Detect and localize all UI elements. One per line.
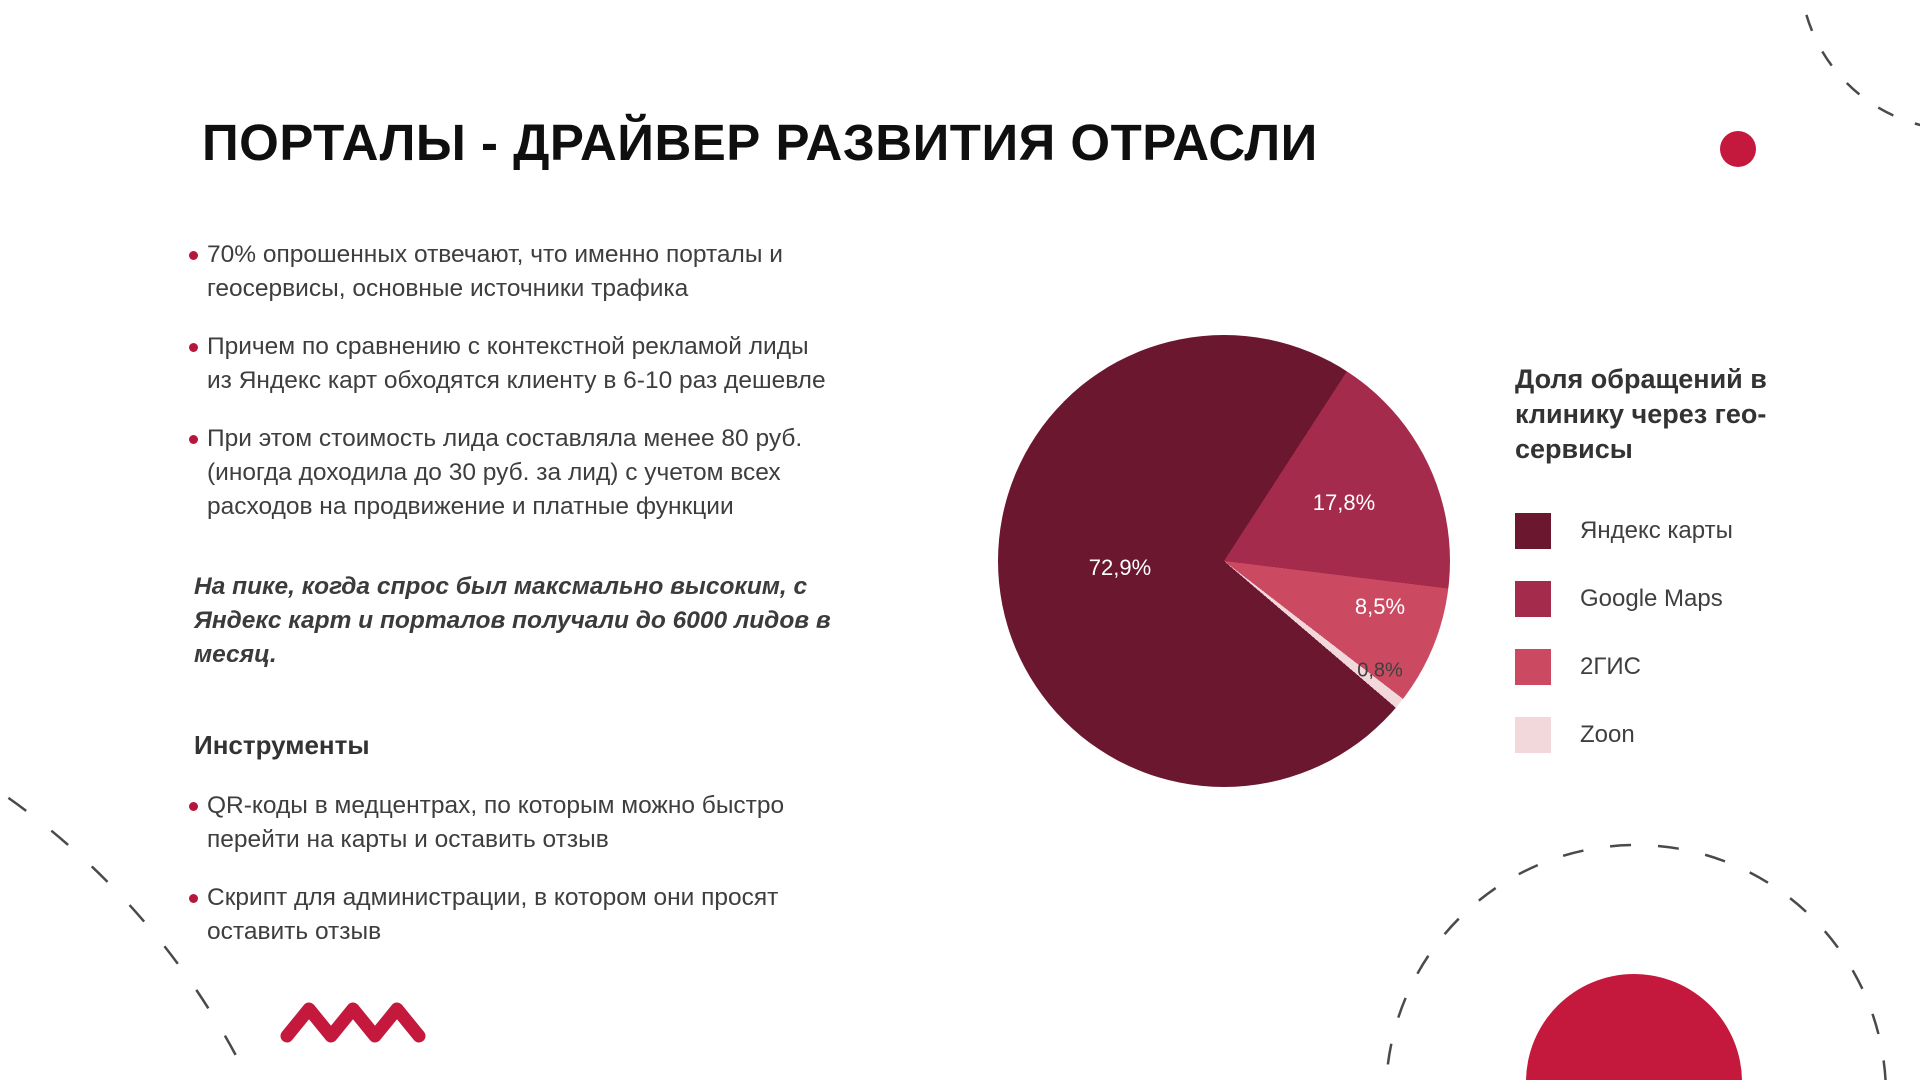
bullet-item: Причем по сравнению с контекстной реклам… — [180, 330, 830, 398]
legend-swatch-2gis — [1515, 649, 1551, 685]
legend-label: Zoon — [1580, 721, 1635, 748]
legend-swatch-yandex — [1515, 513, 1551, 549]
highlight-text: На пике, когда спрос был максмально высо… — [194, 573, 831, 668]
legend-row: Google Maps — [1515, 581, 1855, 617]
bullet-item: Скрипт для администрации, в котором они … — [180, 881, 830, 949]
page-title: ПОРТАЛЫ - ДРАЙВЕР РАЗВИТИЯ ОТРАСЛИ — [202, 114, 1318, 171]
legend-label: Google Maps — [1580, 585, 1723, 612]
legend-row: Яндекс карты — [1515, 513, 1855, 549]
zigzag-icon — [280, 1002, 426, 1043]
dashed-circle-bottom-right-icon — [1385, 843, 1887, 1080]
legend-label: Яндекс карты — [1580, 517, 1733, 544]
bullet-item: При этом стоимость лида составляла менее… — [180, 422, 830, 524]
chart-legend: Доля обращений в клинику через гео-серви… — [1515, 362, 1855, 785]
legend-row: 2ГИС — [1515, 649, 1855, 685]
legend-label: 2ГИС — [1580, 653, 1641, 680]
legend-items: Яндекс карты Google Maps 2ГИС Zoon — [1515, 513, 1855, 753]
dashed-circle-top-right-icon — [1801, 0, 1920, 127]
bullet-list: 70% опрошенных отвечают, что именно порт… — [180, 238, 830, 524]
content-column: 70% опрошенных отвечают, что именно порт… — [180, 238, 831, 973]
pie-slice-label-google: 17,8% — [1312, 490, 1376, 515]
pie-slice-label-yandex: 72,9% — [1088, 555, 1152, 580]
tools-heading: Инструменты — [194, 730, 370, 760]
pie-chart: 72,9% 17,8% 8,5% 0,8% — [998, 335, 1450, 787]
pie-slice-label-2gis: 8,5% — [1354, 594, 1406, 619]
pie-graphic — [998, 335, 1450, 787]
red-semicircle-icon — [1526, 974, 1742, 1080]
bullet-item: QR-коды в медцентрах, по которым можно б… — [180, 789, 830, 857]
legend-swatch-google — [1515, 581, 1551, 617]
red-dot-icon — [1720, 131, 1756, 167]
pie-slice-label-zoon: 0,8% — [1357, 659, 1403, 682]
tools-bullet-list: QR-коды в медцентрах, по которым можно б… — [180, 789, 830, 949]
legend-swatch-zoon — [1515, 717, 1551, 753]
bullet-item: 70% опрошенных отвечают, что именно порт… — [180, 238, 830, 306]
chart-title: Доля обращений в клинику через гео-серви… — [1515, 364, 1767, 464]
legend-row: Zoon — [1515, 717, 1855, 753]
